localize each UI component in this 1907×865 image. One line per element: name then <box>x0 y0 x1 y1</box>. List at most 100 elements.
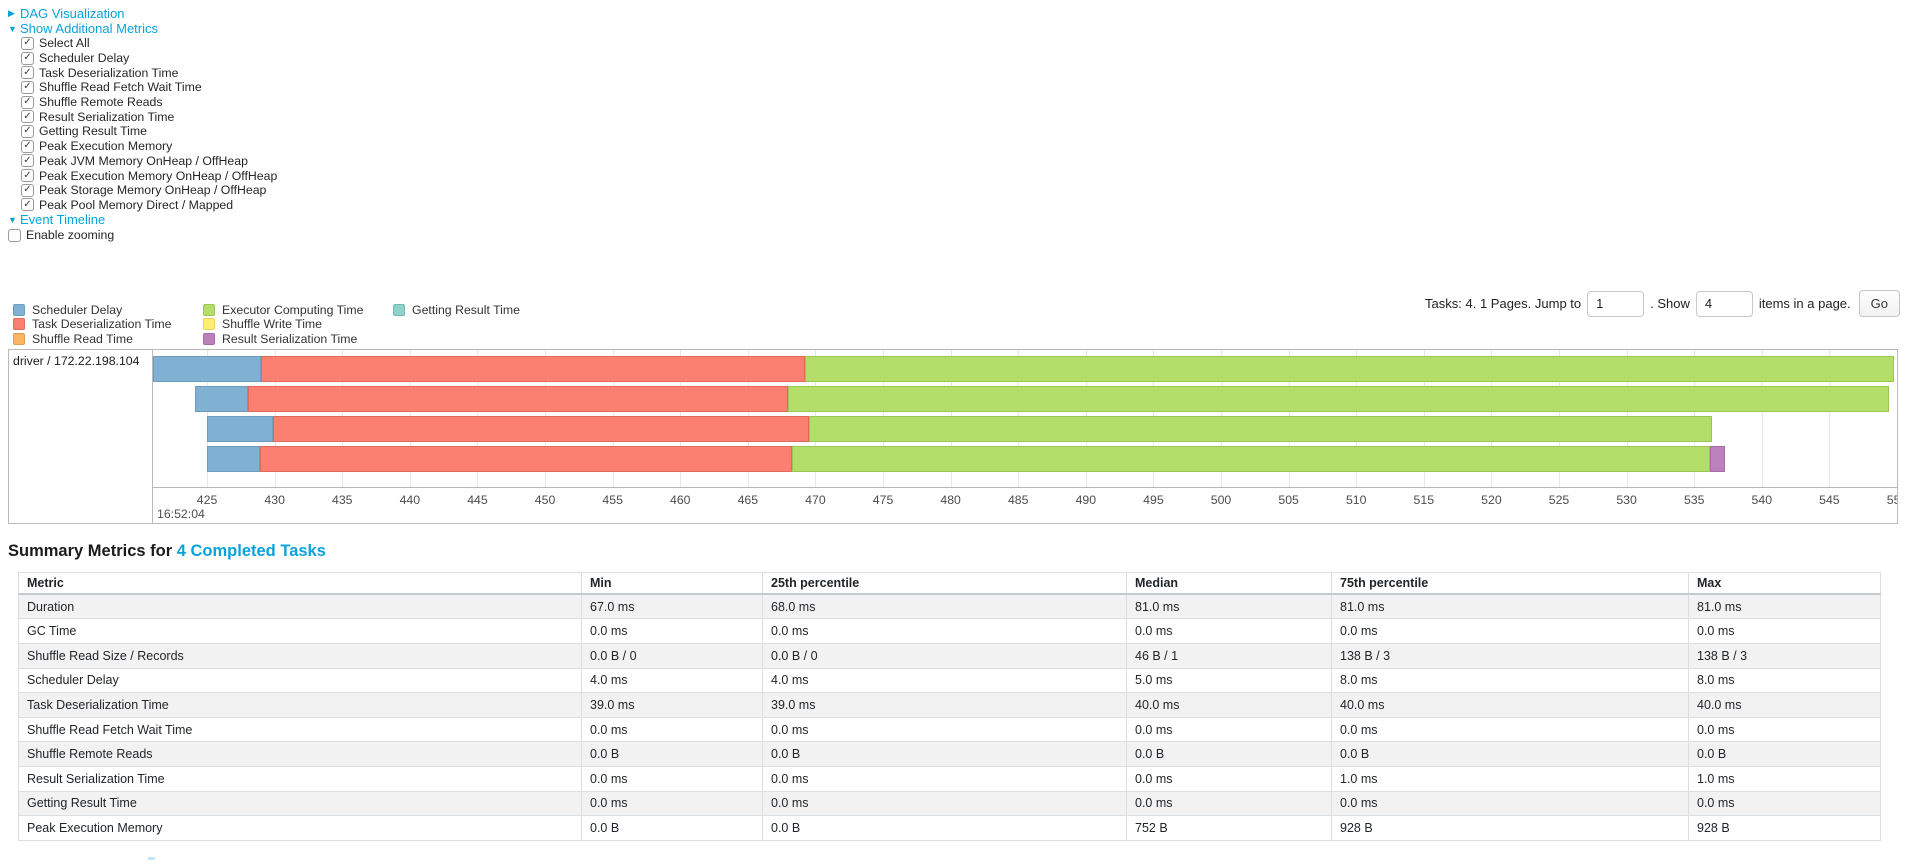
metric-checkbox[interactable] <box>21 169 34 183</box>
metric-checkbox[interactable] <box>21 95 34 109</box>
timeline-legend: Scheduler Delay Task Deserialization Time… <box>8 290 578 346</box>
metric-value-cell: 0.0 ms <box>1126 716 1332 743</box>
table-row: Shuffle Remote Reads 0.0 B 0.0 B 0.0 B 0.0 B… <box>18 741 1881 767</box>
table-header-cell: 25th percentile <box>762 572 1127 596</box>
metric-value-cell: 46 B / 1 <box>1126 642 1332 669</box>
legend-label: Getting Result Time <box>412 302 520 317</box>
axis-tick-label: 480 <box>940 493 961 508</box>
axis-tick-label: 495 <box>1143 493 1164 508</box>
legend-label: Shuffle Read Time <box>32 331 133 346</box>
axis-tick-label: 425 <box>196 493 218 508</box>
metric-value-cell: 0.0 ms <box>581 790 763 817</box>
metric-checkbox[interactable] <box>21 124 34 138</box>
metric-checkbox-label: Scheduler Delay <box>39 51 130 66</box>
legend-label: Shuffle Write Time <box>222 317 323 332</box>
axis-tick-label: 505 <box>1278 493 1299 508</box>
metric-value-cell: 0.0 ms <box>1331 618 1689 644</box>
timeline-task-bar[interactable] <box>153 416 1897 443</box>
metric-checkbox-item: Shuffle Remote Reads <box>21 95 1907 110</box>
enable-zooming-label: Enable zooming <box>26 228 115 243</box>
metric-value-cell: 0.0 ms <box>762 716 1127 743</box>
axis-tick-label: 430 <box>264 493 285 508</box>
axis-tick-label: 490 <box>1075 493 1097 508</box>
table-header-cell: Max <box>1688 572 1881 596</box>
metric-checkbox[interactable] <box>21 51 34 65</box>
metric-checkbox[interactable] <box>21 139 34 153</box>
items-per-page-input[interactable] <box>1695 290 1753 317</box>
axis-tick-label: 545 <box>1819 493 1840 508</box>
enable-zooming-checkbox[interactable] <box>8 228 21 242</box>
timeline-task-bar[interactable] <box>153 386 1897 413</box>
metric-value-cell: 0.0 ms <box>1688 790 1881 817</box>
metric-checkbox[interactable] <box>21 110 34 124</box>
metric-name-cell: Result Serialization Time <box>18 765 582 792</box>
metric-value-cell: 0.0 ms <box>1126 790 1332 817</box>
metric-checkbox[interactable] <box>21 198 34 212</box>
metric-checkbox-label: Shuffle Read Fetch Wait Time <box>39 80 202 95</box>
show-additional-metrics-toggle[interactable]: ▼ Show Additional Metrics <box>8 21 1907 36</box>
legend-label: Result Serialization Time <box>222 331 358 346</box>
go-button[interactable]: Go <box>1858 290 1900 318</box>
axis-tick-label: 460 <box>669 493 691 508</box>
axis-major-label: 16:52:04 <box>157 507 205 522</box>
metric-value-cell: 0.0 ms <box>581 765 763 792</box>
metric-name-cell: Scheduler Delay <box>18 667 582 694</box>
metric-checkbox[interactable] <box>21 36 34 50</box>
table-header-cell: Median <box>1126 572 1332 596</box>
timeline-task-bar[interactable] <box>153 356 1897 383</box>
metric-checkbox-label: Peak Execution Memory <box>39 139 173 154</box>
enable-zooming-row: Enable zooming <box>8 228 1907 242</box>
cutoff-element <box>148 857 155 860</box>
metric-checkbox[interactable] <box>21 66 34 80</box>
metric-value-cell: 0.0 ms <box>762 765 1127 792</box>
event-timeline-toggle[interactable]: ▼ Event Timeline <box>8 212 1907 227</box>
metric-value-cell: 40.0 ms <box>1331 692 1689 718</box>
axis-tick-label: 445 <box>467 493 488 508</box>
metric-value-cell: 81.0 ms <box>1126 593 1332 620</box>
legend-swatch-icon <box>13 332 25 345</box>
legend-item: Task Deserialization Time <box>8 317 198 332</box>
axis-tick-label: 450 <box>534 493 556 508</box>
timeline-task-bar[interactable] <box>153 446 1897 473</box>
metric-checkbox-label: Peak Execution Memory OnHeap / OffHeap <box>39 168 278 183</box>
table-row: Getting Result Time 0.0 ms 0.0 ms 0.0 ms 0.0… <box>18 790 1881 817</box>
legend-item: Shuffle Write Time <box>198 317 388 332</box>
table-row: Task Deserialization Time 39.0 ms 39.0 ms 4… <box>18 692 1881 718</box>
metric-checkbox[interactable] <box>21 183 34 197</box>
task-segment-task-deserialization <box>247 386 789 413</box>
jump-to-page-input[interactable] <box>1587 290 1645 317</box>
timeline-plot-area <box>153 350 1897 488</box>
metric-value-cell: 40.0 ms <box>1126 692 1332 718</box>
chevron-down-icon: ▼ <box>8 214 17 225</box>
dag-visualization-toggle[interactable]: ▶ DAG Visualization <box>8 6 1907 21</box>
timeline-group-label-column: driver / 172.22.198.104 <box>9 350 153 524</box>
legend-item: Result Serialization Time <box>198 331 388 346</box>
legend-item: Shuffle Read Time <box>8 331 198 346</box>
event-timeline-label: Event Timeline <box>20 212 106 228</box>
event-timeline-chart: driver / 172.22.198.104 16:52:04 425 430 4… <box>8 349 1898 525</box>
metric-checkbox-label: Peak Pool Memory Direct / Mapped <box>39 197 234 212</box>
legend-pagination-row: Scheduler Delay Task Deserialization Time… <box>8 290 1900 346</box>
task-segment-executor-computing <box>808 416 1712 443</box>
metric-value-cell: 81.0 ms <box>1688 593 1881 620</box>
metric-name-cell: Shuffle Read Size / Records <box>18 642 582 669</box>
chevron-right-icon: ▶ <box>8 8 15 18</box>
metric-checkbox-label: Result Serialization Time <box>39 109 175 124</box>
metric-checkbox[interactable] <box>21 80 34 94</box>
legend-item: Getting Result Time <box>388 302 578 317</box>
legend-swatch-icon <box>203 332 215 345</box>
task-segment-task-deserialization <box>261 356 805 383</box>
dag-visualization-label: DAG Visualization <box>20 6 125 21</box>
completed-tasks-link[interactable]: 4 Completed Tasks <box>176 542 326 561</box>
task-segment-task-deserialization <box>273 416 809 443</box>
metric-value-cell: 0.0 ms <box>1688 618 1881 644</box>
task-segment-scheduler-delay <box>153 356 262 383</box>
legend-label: Executor Computing Time <box>222 302 364 317</box>
metric-checkbox[interactable] <box>21 154 34 168</box>
axis-tick-label: 525 <box>1548 493 1570 508</box>
metric-value-cell: 138 B / 3 <box>1688 642 1881 669</box>
metric-name-cell: Duration <box>18 593 582 620</box>
table-row: Result Serialization Time 0.0 ms 0.0 ms 0.0… <box>18 765 1881 792</box>
metric-value-cell: 0.0 ms <box>1331 790 1689 817</box>
